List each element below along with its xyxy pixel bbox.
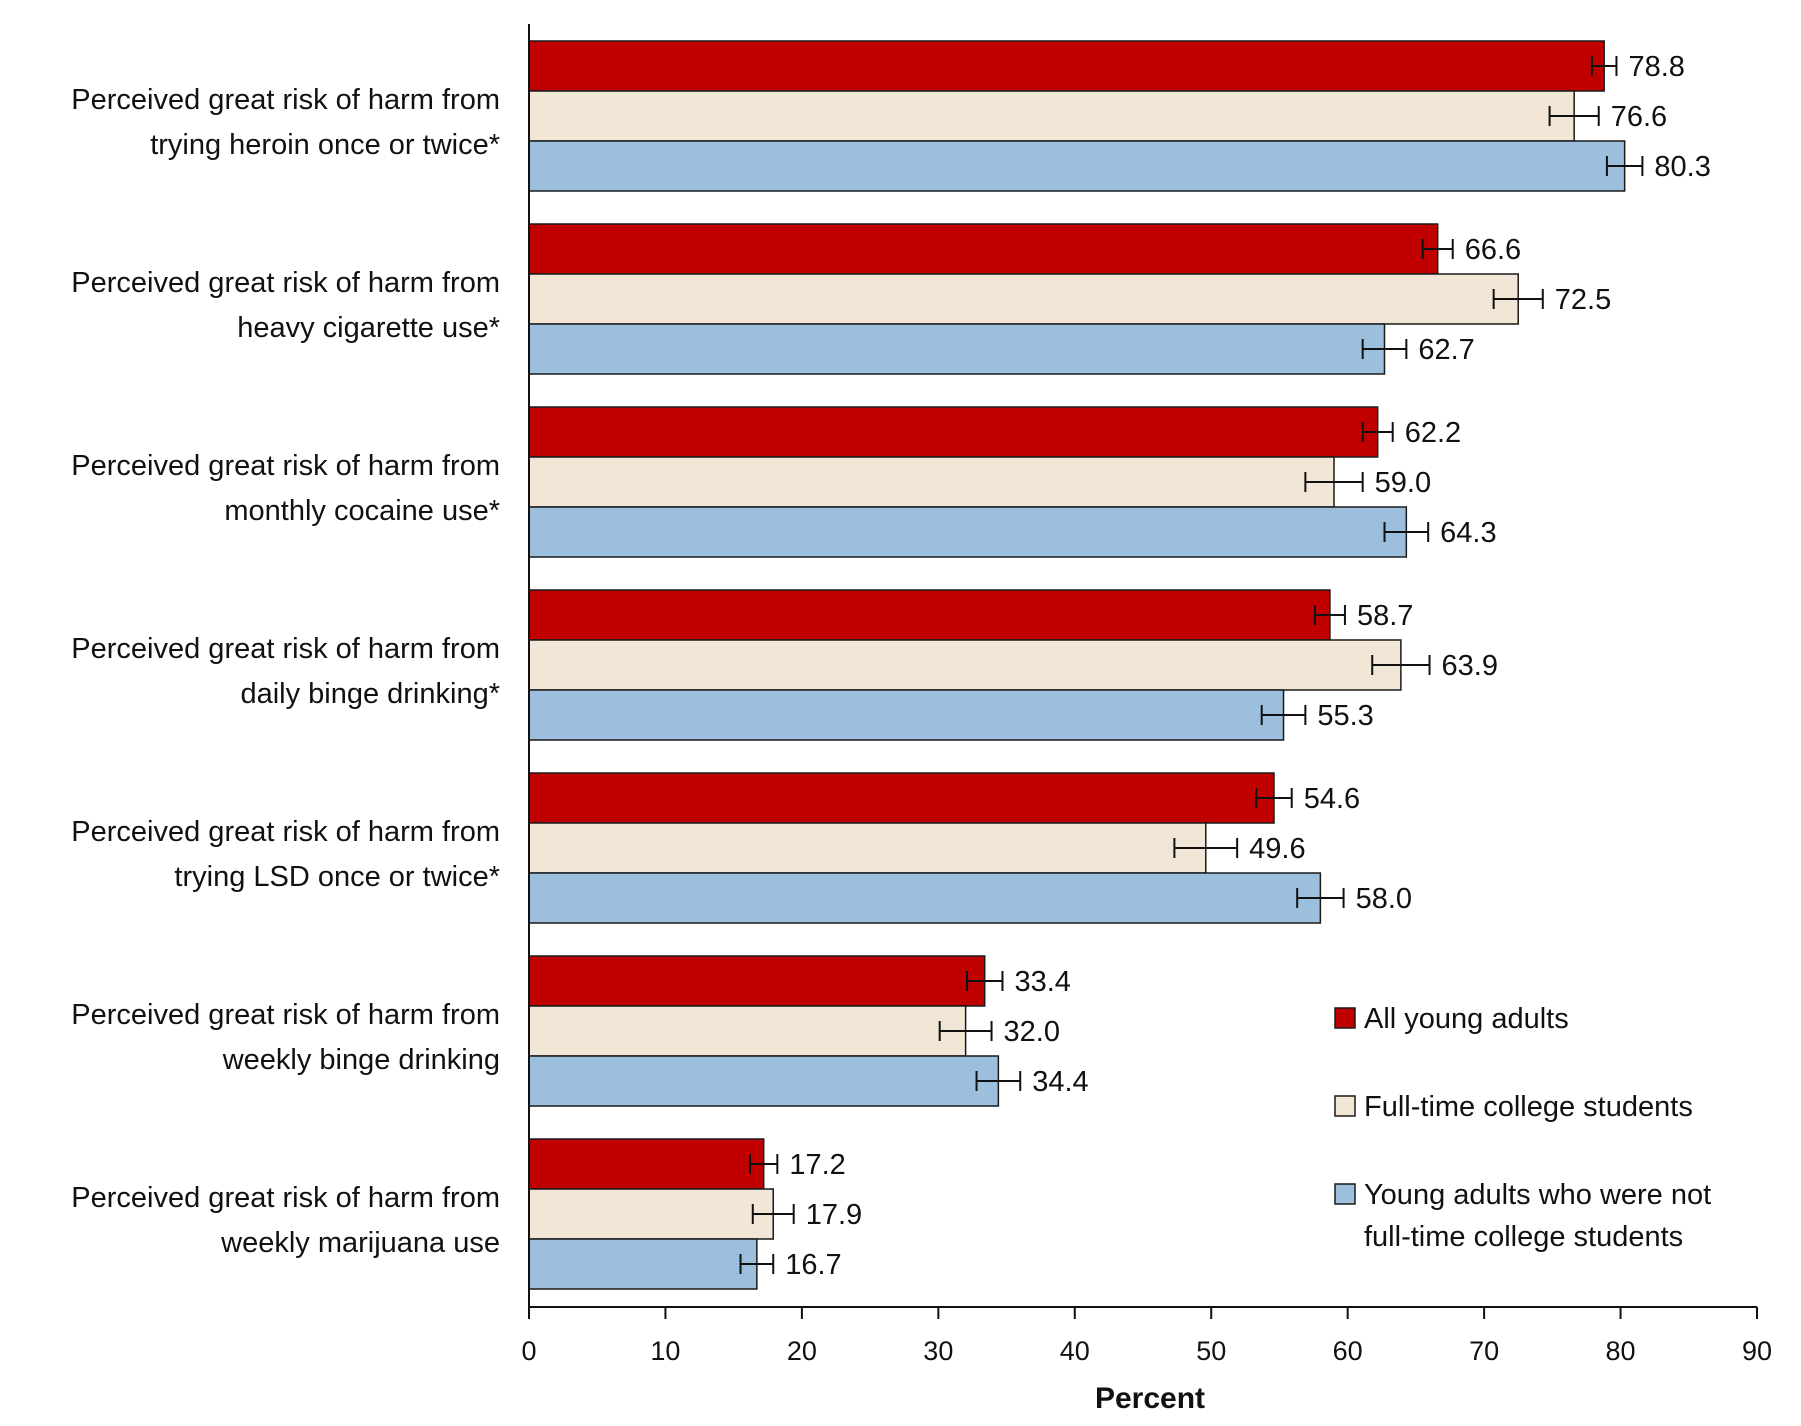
bar (528, 1005, 967, 1057)
legend: All young adults Full-time college studen… (1334, 1003, 1711, 1253)
bar (528, 90, 1575, 142)
bar (528, 1138, 765, 1190)
category-label-line: trying heroin once or twice* (150, 129, 500, 161)
data-label: 66.6 (1465, 234, 1521, 266)
x-tick-label: 50 (1196, 1336, 1226, 1366)
data-label: 80.3 (1654, 151, 1710, 183)
category-label-line: Perceived great risk of harm from (71, 450, 500, 482)
bar (528, 406, 1379, 458)
data-label: 59.0 (1375, 467, 1431, 499)
data-label: 49.6 (1249, 833, 1305, 865)
category-label-line: weekly marijuana use (220, 1227, 500, 1259)
data-label: 16.7 (785, 1249, 841, 1281)
category-label-line: monthly cocaine use* (224, 495, 500, 527)
bar (528, 772, 1275, 824)
bar (528, 1238, 758, 1290)
data-label: 62.2 (1405, 417, 1461, 449)
category-label: Perceived great risk of harm from weekly … (71, 1182, 500, 1259)
category-label: Perceived great risk of harm from weekly … (71, 999, 500, 1076)
x-tick-label: 80 (1606, 1336, 1636, 1366)
bar (528, 639, 1402, 691)
data-label: 55.3 (1317, 700, 1373, 732)
legend-label-line: All young adults (1364, 1003, 1569, 1035)
x-tick-label: 20 (787, 1336, 817, 1366)
data-label: 64.3 (1440, 517, 1496, 549)
legend-label: Full-time college students (1364, 1091, 1693, 1123)
bar (528, 822, 1207, 874)
legend-label: All young adults (1364, 1003, 1569, 1035)
data-label: 54.6 (1304, 783, 1360, 815)
bar (528, 1188, 774, 1240)
x-axis-title: Percent (1095, 1382, 1205, 1415)
data-label: 32.0 (1004, 1016, 1060, 1048)
bar (528, 456, 1335, 508)
legend-label-line: full-time college students (1364, 1221, 1683, 1253)
x-tick-label: 60 (1333, 1336, 1363, 1366)
legend-label: Young adults who were not full-time colle… (1364, 1179, 1711, 1253)
bar (528, 955, 986, 1007)
data-label: 33.4 (1014, 966, 1070, 998)
category-label-line: weekly binge drinking (222, 1044, 500, 1076)
x-tick-label: 0 (521, 1336, 536, 1366)
axes (528, 24, 1757, 1308)
x-tick-label: 30 (923, 1336, 953, 1366)
x-tick-label: 70 (1469, 1336, 1499, 1366)
data-label: 63.9 (1442, 650, 1498, 682)
legend-swatch (1334, 1007, 1356, 1029)
legend-swatch (1334, 1095, 1356, 1117)
category-label-line: Perceived great risk of harm from (71, 633, 500, 665)
legend-label-line: Young adults who were not (1364, 1179, 1711, 1211)
bar (528, 140, 1626, 192)
data-label: 58.7 (1357, 600, 1413, 632)
legend-label-line: Full-time college students (1364, 1091, 1693, 1123)
category-label: Perceived great risk of harm from heavy c… (71, 267, 500, 344)
data-label: 76.6 (1611, 101, 1667, 133)
bar (528, 506, 1408, 558)
category-label-line: Perceived great risk of harm from (71, 1182, 500, 1214)
category-label-line: Perceived great risk of harm from (71, 267, 500, 299)
category-label-line: trying LSD once or twice* (174, 861, 500, 893)
bar (528, 223, 1439, 275)
data-label: 34.4 (1032, 1066, 1088, 1098)
data-label: 78.8 (1628, 51, 1684, 83)
data-label: 72.5 (1555, 284, 1611, 316)
category-label-line: Perceived great risk of harm from (71, 84, 500, 116)
bar (528, 273, 1519, 325)
category-label: Perceived great risk of harm from trying … (71, 816, 500, 893)
category-label: Perceived great risk of harm from trying … (71, 84, 500, 161)
category-label-line: daily binge drinking* (240, 678, 500, 710)
x-tick-label: 90 (1742, 1336, 1772, 1366)
bar (528, 689, 1285, 741)
category-label: Perceived great risk of harm from monthly… (71, 450, 500, 527)
bar (528, 1055, 1000, 1107)
bar (528, 323, 1386, 375)
legend-swatch (1334, 1183, 1356, 1205)
data-label: 17.9 (806, 1199, 862, 1231)
data-label: 62.7 (1418, 334, 1474, 366)
x-axis-ticks: 0 10 20 30 40 50 60 70 80 90 (521, 1307, 1772, 1366)
category-label-line: heavy cigarette use* (237, 312, 500, 344)
category-labels: Perceived great risk of harm from trying … (71, 84, 500, 1259)
bar (528, 40, 1605, 92)
data-label: 58.0 (1356, 883, 1412, 915)
category-label-line: Perceived great risk of harm from (71, 999, 500, 1031)
bars-layer: 78.8 76.6 80.3 66.6 72.5 62.7 62.2 59.0 64.3 58.7… (528, 40, 1711, 1290)
x-tick-label: 10 (650, 1336, 680, 1366)
category-label-line: Perceived great risk of harm from (71, 816, 500, 848)
x-tick-label: 40 (1060, 1336, 1090, 1366)
category-label: Perceived great risk of harm from daily b… (71, 633, 500, 710)
data-label: 17.2 (789, 1149, 845, 1181)
bar (528, 872, 1322, 924)
bar (528, 589, 1331, 641)
